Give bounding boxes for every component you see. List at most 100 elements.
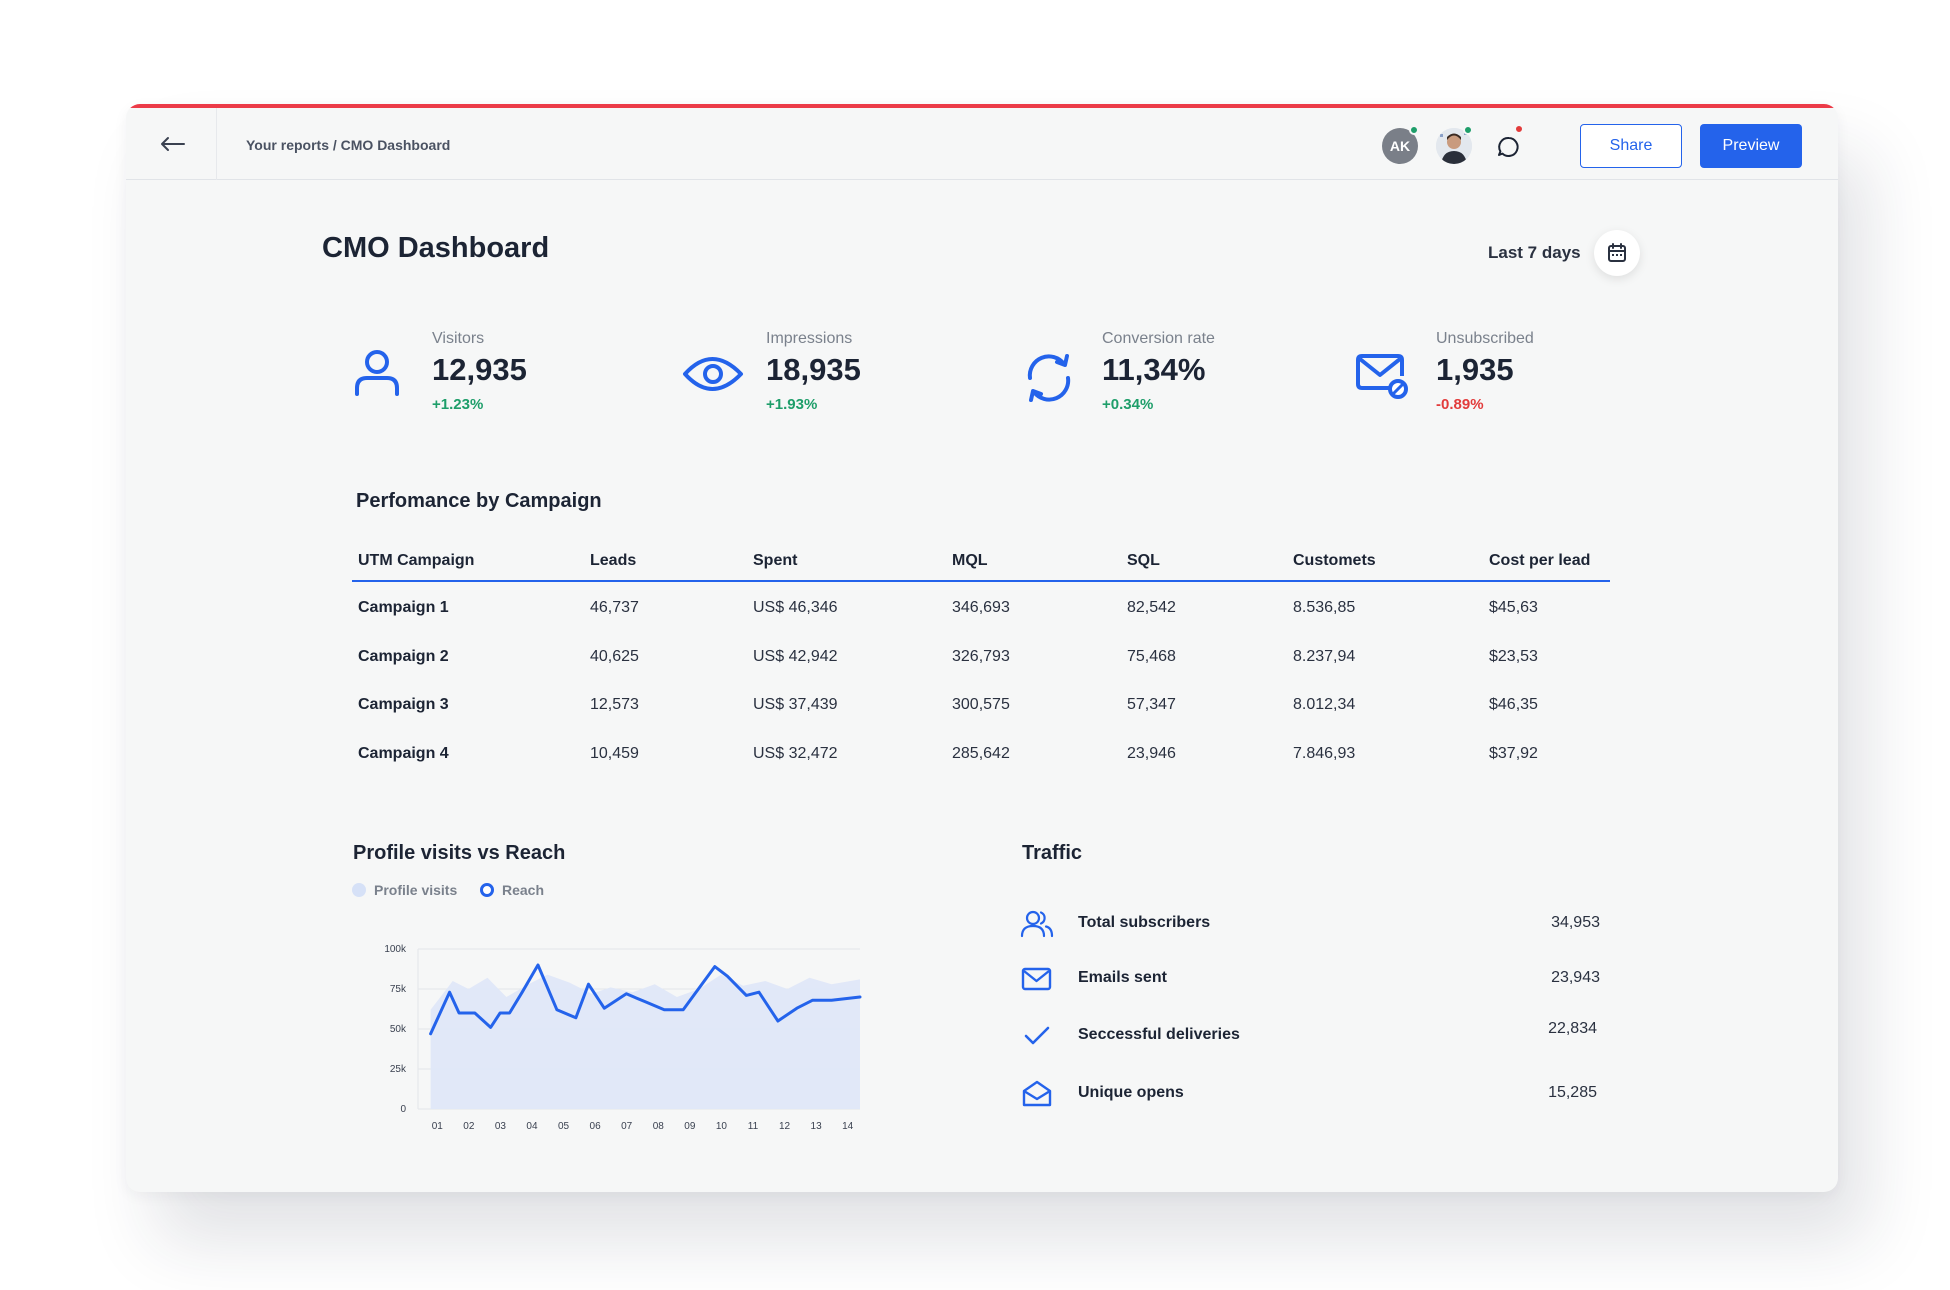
table-row[interactable]: Campaign 3 12,573 US$ 37,439 300,575 57,… <box>352 679 1610 728</box>
table-cell: 8.536,85 <box>1293 599 1356 616</box>
kpi-label: Conversion rate <box>1102 330 1215 347</box>
column-header[interactable]: Spent <box>753 552 798 569</box>
traffic-row-emails-sent[interactable]: Emails sent 23,943 <box>1020 959 1600 999</box>
traffic-title: Traffic <box>1022 842 1083 864</box>
table-cell: 7.846,93 <box>1293 744 1356 762</box>
table-cell: US$ 37,439 <box>753 696 838 713</box>
x-tick-label: 04 <box>526 1121 538 1132</box>
column-header[interactable]: Leads <box>590 552 637 569</box>
table-cell: 10,459 <box>590 744 639 762</box>
users-icon <box>1020 908 1054 940</box>
traffic-row-unique-opens[interactable]: Unique opens 15,285 <box>1020 1074 1597 1114</box>
column-header[interactable]: SQL <box>1127 552 1160 569</box>
kpi-delta: +1.93% <box>766 396 818 413</box>
chart-title: Profile visits vs Reach <box>353 842 566 864</box>
kpi-visitors: Visitors 12,935 +1.23% <box>352 330 652 430</box>
column-header[interactable]: MQL <box>952 552 988 569</box>
x-tick-label: 11 <box>748 1121 759 1132</box>
table-row[interactable]: Campaign 2 40,625 US$ 42,942 326,793 75,… <box>352 631 1610 680</box>
legend-item-reach[interactable]: Reach <box>480 882 544 898</box>
report-window: Your reports / CMO Dashboard AK Share Pr… <box>126 104 1838 1192</box>
x-tick-label: 03 <box>495 1121 507 1132</box>
campaign-table: UTM Campaign Leads Spent MQL SQL Custome… <box>352 544 1610 776</box>
table-row[interactable]: Campaign 4 10,459 US$ 32,472 285,642 23,… <box>352 728 1610 777</box>
kpi-conversion-rate: Conversion rate 11,34% +0.34% <box>1020 330 1320 430</box>
user-icon <box>352 348 410 406</box>
traffic-label: Emails sent <box>1078 969 1167 986</box>
legend-item-profile-visits[interactable]: Profile visits <box>352 882 457 898</box>
table-cell: US$ 32,472 <box>753 744 838 762</box>
table-cell: 12,573 <box>590 696 639 713</box>
x-tick-label: 02 <box>463 1121 475 1132</box>
table-cell: 75,468 <box>1127 647 1176 665</box>
table-cell: $46,35 <box>1489 696 1538 713</box>
chat-bubble-icon[interactable] <box>1492 130 1526 164</box>
kpi-label: Unsubscribed <box>1436 330 1534 347</box>
x-tick-label: 13 <box>811 1121 823 1132</box>
kpi-delta: +1.23% <box>432 396 484 413</box>
x-tick-label: 06 <box>590 1121 602 1132</box>
column-header[interactable]: Customets <box>1293 552 1376 569</box>
x-tick-label: 08 <box>653 1121 665 1132</box>
kpi-delta: -0.89% <box>1436 396 1484 413</box>
online-status-dot <box>1409 125 1419 135</box>
back-arrow-icon[interactable] <box>154 126 190 162</box>
page-title: CMO Dashboard <box>322 232 550 264</box>
legend-label: Reach <box>502 882 545 898</box>
profile-visits-vs-reach-chart: 0 25k 50k 75k 100k 01 02 03 04 05 06 07 08 09 10 11 12 13… <box>384 944 862 1132</box>
refresh-icon <box>1020 348 1078 406</box>
table-cell: Campaign 3 <box>358 696 449 713</box>
share-button[interactable]: Share <box>1580 124 1682 168</box>
eye-icon <box>682 348 743 406</box>
y-tick-label: 50k <box>390 1024 407 1035</box>
table-cell: 23,946 <box>1127 744 1176 762</box>
x-tick-label: 05 <box>558 1121 570 1132</box>
table-cell: 8.012,34 <box>1293 696 1356 713</box>
kpi-unsubscribed: Unsubscribed 1,935 -0.89% <box>1354 330 1654 430</box>
traffic-label: Seccessful deliveries <box>1078 1026 1240 1043</box>
table-cell: $23,53 <box>1489 647 1538 665</box>
column-header[interactable]: UTM Campaign <box>358 552 475 569</box>
x-tick-label: 12 <box>779 1121 791 1132</box>
table-cell: 8.237,94 <box>1293 647 1356 665</box>
top-accent-stripe <box>126 104 1838 108</box>
kpi-delta: +0.34% <box>1102 396 1154 413</box>
legend-swatch <box>352 883 366 897</box>
table-header: UTM Campaign Leads Spent MQL SQL Custome… <box>352 544 1610 582</box>
table-cell: $45,63 <box>1489 599 1538 616</box>
table-cell: Campaign 1 <box>358 599 449 616</box>
breadcrumb[interactable]: Your reports / CMO Dashboard <box>246 137 451 153</box>
table-cell: 82,542 <box>1127 599 1176 616</box>
traffic-label: Total subscribers <box>1078 914 1211 931</box>
column-header[interactable]: Cost per lead <box>1489 552 1591 569</box>
table-cell: 346,693 <box>952 599 1010 616</box>
preview-button[interactable]: Preview <box>1700 124 1802 168</box>
kpi-value: 1,935 <box>1436 352 1514 387</box>
checkmark-icon <box>1020 1020 1054 1052</box>
y-tick-label: 75k <box>390 984 407 995</box>
table-cell: $37,92 <box>1489 744 1538 762</box>
traffic-label: Unique opens <box>1078 1084 1184 1101</box>
notification-dot <box>1514 124 1524 134</box>
table-cell: 300,575 <box>952 696 1010 713</box>
kpi-label: Visitors <box>432 330 485 347</box>
traffic-row-total-subscribers[interactable]: Total subscribers 34,953 <box>1020 904 1600 944</box>
top-bar: Your reports / CMO Dashboard AK Share Pr… <box>126 108 1838 180</box>
kpi-value: 11,34% <box>1102 352 1206 387</box>
y-tick-label: 25k <box>390 1064 407 1075</box>
mail-blocked-icon <box>1354 348 1412 406</box>
envelope-icon <box>1020 963 1054 995</box>
table-row[interactable]: Campaign 1 46,737 US$ 46,346 346,693 82,… <box>352 582 1610 631</box>
x-tick-label: 07 <box>621 1121 633 1132</box>
table-cell: 40,625 <box>590 647 639 665</box>
table-cell: 285,642 <box>952 744 1010 762</box>
calendar-icon <box>1608 243 1626 262</box>
traffic-row-successful-deliveries[interactable]: Seccessful deliveries 22,834 <box>1020 1016 1597 1056</box>
table-cell: Campaign 2 <box>358 647 449 665</box>
y-tick-label: 100k <box>384 944 407 955</box>
date-range-label[interactable]: Last 7 days <box>1488 243 1581 262</box>
table-cell: 57,347 <box>1127 696 1176 713</box>
calendar-button[interactable] <box>1594 230 1640 276</box>
legend-label: Profile visits <box>374 882 458 898</box>
table-cell: Campaign 4 <box>358 744 449 762</box>
